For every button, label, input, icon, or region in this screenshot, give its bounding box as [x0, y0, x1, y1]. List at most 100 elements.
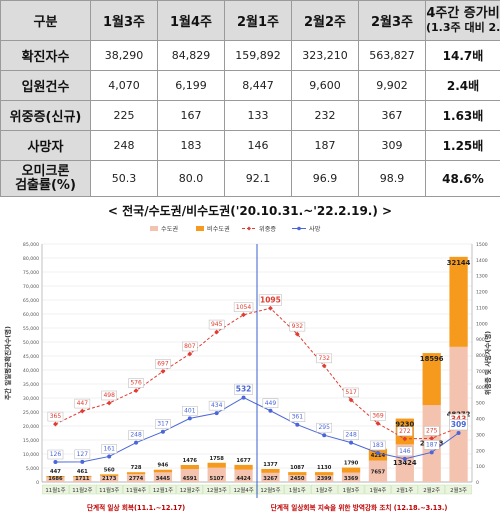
table-header-row: 구분 1월3주 1월4주 2월1주 2월2주 2월3주 4주간 증가비 (1.3… — [0, 0, 500, 41]
cell: 84,829 — [157, 40, 225, 71]
x-tick-label: 12월3주 — [207, 486, 227, 494]
data-label-death: 309 — [451, 420, 467, 429]
point-severe — [294, 331, 300, 337]
data-label-death: 127 — [77, 451, 89, 458]
x-tick-label: 11월2주 — [72, 486, 92, 494]
legend-label-death: 사망 — [309, 225, 321, 233]
bar-label-bisudogwon: 1677 — [236, 458, 251, 464]
header-col: 1월3주 — [90, 0, 158, 41]
y-tick-label: 70,000 — [23, 284, 39, 290]
change-cell: 14.7배 — [425, 40, 500, 71]
data-label-box — [370, 411, 386, 421]
y-tick-label: 50,000 — [23, 340, 39, 346]
x-tick-box — [176, 484, 204, 495]
data-label-severe: 369 — [372, 412, 384, 419]
point-death — [429, 450, 434, 455]
data-label-death: 248 — [345, 432, 357, 439]
data-label-box — [208, 319, 225, 330]
cell: 563,827 — [358, 40, 426, 71]
bar-sudogwon — [341, 472, 361, 482]
bar-sudogwon — [261, 472, 280, 482]
data-label-box — [101, 444, 118, 454]
stats-table: 구분 1월3주 1월4주 2월1주 2월2주 2월3주 4주간 증가비 (1.3… — [0, 0, 500, 197]
bar-bisudogwon — [207, 462, 226, 468]
bar-label-bisudogwon: 1130 — [317, 465, 332, 471]
y-tick-label: 65,000 — [23, 298, 39, 304]
bar-sudogwon — [368, 460, 388, 482]
legend-swatch-bisudogwon — [196, 226, 204, 231]
bar-bisudogwon — [126, 472, 146, 475]
y2-tick-label: 200 — [476, 448, 485, 454]
y-tick-label: 35,000 — [23, 382, 39, 388]
x-tick-label: 1월2주 — [316, 486, 333, 494]
header-col: 1월4주 — [157, 0, 225, 41]
bar-bisudogwon — [261, 468, 280, 473]
y2-tick-label: 300 — [476, 432, 485, 438]
data-label-box — [396, 426, 413, 437]
data-label-death: 401 — [184, 407, 196, 414]
x-tick-box — [337, 484, 365, 495]
data-label-box — [262, 398, 279, 409]
data-label-severe: 275 — [426, 427, 438, 434]
data-label-box — [181, 406, 198, 416]
data-label-box — [316, 353, 333, 364]
point-death — [241, 395, 246, 400]
point-death — [322, 433, 327, 438]
bar-label-bisudogwon: 946 — [158, 463, 169, 469]
bar-bisudogwon — [422, 353, 441, 406]
bar-sudogwon — [126, 474, 146, 482]
bar-label-bisudogwon: 461 — [77, 469, 88, 475]
cell: 80.0 — [157, 160, 225, 197]
cell: 9,600 — [291, 70, 359, 101]
bar-bisudogwon — [153, 469, 173, 473]
header-change-sub: (1.3주 대비 2.3주) — [426, 20, 500, 34]
y2-tick-label: 1200 — [476, 290, 488, 296]
bar-sudogwon — [234, 469, 253, 482]
data-label-box — [233, 302, 254, 313]
y2-tick-label: 400 — [476, 417, 485, 423]
x-tick-box — [418, 484, 445, 495]
y2-tick-label: 100 — [476, 464, 485, 470]
table-row: 사망자 248 183 146 187 309 1.25배 — [0, 130, 500, 161]
data-label-box — [423, 440, 440, 450]
point-death — [268, 408, 273, 413]
bar-bisudogwon — [73, 475, 92, 478]
bar-label-sudogwon: 3369 — [344, 476, 359, 482]
cell: 6,199 — [157, 70, 225, 101]
data-label-box — [208, 400, 225, 411]
legend-marker-death — [297, 226, 301, 231]
x-tick-label: 11월3주 — [99, 486, 119, 494]
x-tick-label: 12월4주 — [233, 486, 253, 494]
point-severe — [402, 436, 408, 442]
y-axis-label: 주간 일일평균확진자수(명) — [3, 326, 12, 400]
series-line-severe — [55, 307, 459, 440]
row-label-line: 오미크론 — [21, 163, 70, 179]
x-tick-box — [445, 484, 472, 495]
x-tick-box — [122, 484, 150, 495]
bar-bisudogwon — [46, 476, 65, 478]
data-label-box — [74, 449, 91, 460]
x-tick-label: 2월1주 — [396, 486, 413, 494]
y-tick-label: 45,000 — [23, 354, 39, 360]
point-severe — [241, 312, 246, 318]
point-severe — [160, 369, 166, 374]
cell: 167 — [157, 100, 225, 131]
x-tick-box — [149, 484, 177, 495]
point-death — [134, 440, 139, 445]
header-col: 2월3주 — [358, 0, 426, 41]
bar-sudogwon — [100, 475, 119, 482]
point-death — [456, 430, 461, 435]
bar-bisudogwon — [341, 467, 361, 473]
cell: 248 — [90, 130, 158, 161]
data-label-severe: 343 — [451, 415, 467, 424]
bar-label-sudogwon: 2173 — [102, 476, 117, 482]
y2-tick-label: 1300 — [476, 274, 488, 280]
chart-subtitle: < 전국/수도권/비수도권('20.10.31.~'22.2.19.) > — [107, 204, 393, 218]
data-label-death: 146 — [399, 448, 411, 455]
cell: 187 — [291, 130, 359, 161]
y-tick-label: 80,000 — [23, 256, 39, 262]
x-tick-label: 11월1주 — [45, 486, 65, 494]
data-label-severe: 517 — [345, 389, 357, 396]
bar-label-bisudogwon: 1377 — [263, 462, 278, 468]
